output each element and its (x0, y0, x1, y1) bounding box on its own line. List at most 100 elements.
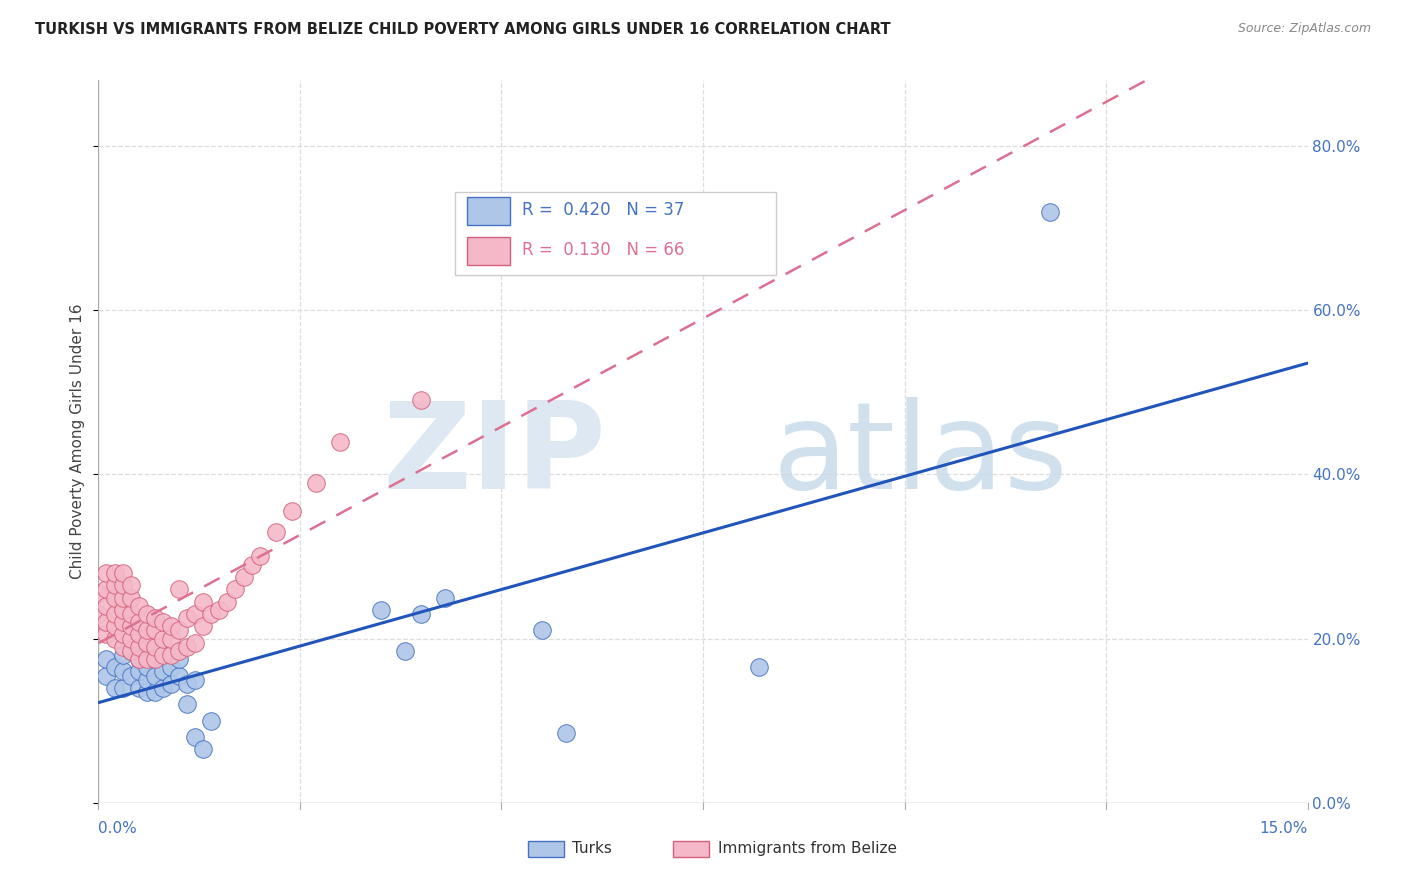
Point (111, 627, 134, 641)
Point (128, 640, 150, 654)
Point (96, 566, 118, 580)
Point (193, 594, 215, 608)
Point (128, 652, 150, 666)
Point (96, 668, 118, 682)
Point (193, 742, 215, 756)
Point (103, 578, 125, 592)
Bar (467, 197, 509, 225)
Point (103, 681, 125, 695)
Text: R =  0.130   N = 66: R = 0.130 N = 66 (522, 241, 683, 259)
Point (128, 627, 150, 641)
Text: TURKISH VS IMMIGRANTS FROM BELIZE CHILD POVERTY AMONG GIRLS UNDER 16 CORRELATION: TURKISH VS IMMIGRANTS FROM BELIZE CHILD … (35, 22, 891, 37)
Point (394, 644, 416, 658)
Point (103, 660, 125, 674)
Point (96, 627, 118, 641)
Point (87, 586, 110, 600)
Point (160, 677, 183, 691)
Point (160, 660, 183, 674)
Point (111, 665, 134, 679)
Point (135, 685, 157, 699)
Point (176, 611, 198, 625)
Point (152, 648, 174, 662)
Point (111, 615, 134, 630)
Point (143, 685, 166, 699)
Point (193, 619, 215, 633)
Point (167, 652, 190, 666)
Point (160, 632, 183, 646)
Point (208, 603, 231, 617)
Point (530, 624, 553, 638)
Point (96, 599, 118, 613)
Point (143, 668, 166, 682)
Point (120, 644, 142, 658)
Point (176, 677, 198, 691)
Point (200, 714, 222, 728)
Point (128, 615, 150, 630)
Point (409, 393, 432, 408)
Point (1039, 204, 1062, 219)
Point (135, 660, 157, 674)
Point (152, 615, 174, 630)
FancyBboxPatch shape (456, 193, 776, 276)
Point (160, 619, 183, 633)
Point (143, 624, 166, 638)
Point (103, 607, 125, 621)
Point (135, 673, 157, 687)
Point (305, 475, 328, 490)
Point (111, 603, 134, 617)
Point (555, 726, 578, 740)
Point (200, 607, 222, 621)
Point (96, 652, 118, 666)
Point (160, 648, 183, 662)
Point (128, 652, 150, 666)
Point (87, 607, 110, 621)
Point (748, 660, 770, 674)
Point (184, 636, 207, 650)
Point (120, 632, 142, 646)
Point (434, 591, 457, 605)
Text: ZIP: ZIP (382, 398, 606, 515)
Point (167, 624, 190, 638)
Bar (467, 237, 509, 265)
Y-axis label: Child Poverty Among Girls Under 16: Child Poverty Among Girls Under 16 (70, 304, 86, 579)
Point (135, 607, 157, 621)
Point (135, 624, 157, 638)
Point (103, 619, 125, 633)
Point (281, 504, 304, 518)
Point (176, 640, 198, 654)
Point (143, 640, 166, 654)
Point (135, 652, 157, 666)
Point (167, 668, 190, 682)
Point (103, 632, 125, 646)
Bar (672, 841, 709, 857)
Text: 15.0%: 15.0% (1260, 821, 1308, 836)
Point (111, 640, 134, 654)
Text: Turks: Turks (572, 841, 612, 855)
Point (111, 566, 134, 580)
Point (176, 698, 198, 712)
Point (409, 607, 432, 621)
Point (184, 673, 207, 687)
Point (128, 681, 150, 695)
Bar (527, 841, 564, 857)
Point (96, 615, 118, 630)
Text: R =  0.420   N = 37: R = 0.420 N = 37 (522, 202, 683, 219)
Point (167, 644, 190, 658)
Point (111, 578, 134, 592)
Point (152, 665, 174, 679)
Point (103, 591, 125, 605)
Point (167, 582, 190, 597)
Point (111, 648, 134, 662)
Point (217, 594, 239, 608)
Point (329, 434, 352, 449)
Point (184, 607, 207, 621)
Point (120, 644, 142, 658)
Point (143, 611, 166, 625)
Point (120, 578, 142, 592)
Point (224, 582, 246, 597)
Point (120, 668, 142, 682)
Point (96, 582, 118, 597)
Text: Immigrants from Belize: Immigrants from Belize (717, 841, 897, 855)
Text: atlas: atlas (773, 398, 1069, 515)
Text: Source: ZipAtlas.com: Source: ZipAtlas.com (1237, 22, 1371, 36)
